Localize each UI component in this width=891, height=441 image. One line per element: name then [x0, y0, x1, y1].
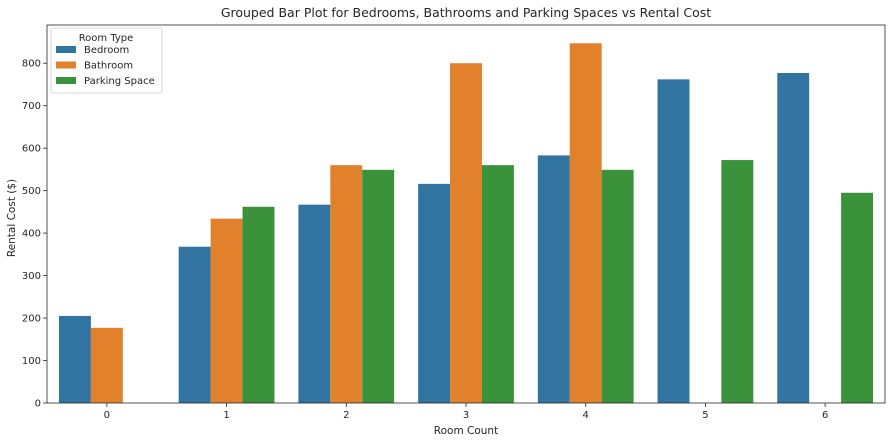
x-tick-label: 6	[822, 410, 828, 421]
chart-title: Grouped Bar Plot for Bedrooms, Bathrooms…	[221, 5, 711, 20]
x-tick-label: 5	[702, 410, 708, 421]
y-tick-label: 400	[22, 229, 41, 240]
legend-label-bedroom: Bedroom	[84, 45, 129, 56]
legend: Room Type Bedroom Bathroom Parking Space	[50, 27, 163, 94]
bars-group	[58, 43, 874, 404]
y-tick-label: 100	[22, 356, 41, 367]
y-tick-label: 700	[22, 101, 41, 112]
y-tick-label: 0	[35, 399, 41, 410]
bar-parking-space-6	[841, 192, 874, 403]
legend-swatch-bedroom	[56, 46, 76, 53]
bar-parking-space-5	[721, 160, 754, 403]
y-tick-label: 200	[22, 314, 41, 325]
bar-bedroom-5	[657, 79, 690, 403]
bar-bathroom-1	[210, 218, 243, 403]
plot-frame	[46, 24, 886, 404]
x-tick-label: 3	[463, 410, 469, 421]
bar-bathroom-3	[450, 63, 482, 403]
bar-bedroom-2	[298, 204, 331, 403]
x-tick-label: 2	[343, 410, 349, 421]
bar-bathroom-4	[569, 43, 602, 404]
bar-parking-space-2	[362, 169, 395, 403]
bar-bedroom-4	[537, 155, 570, 403]
y-axis-ticks: 0 100 200 300 400 500 600 700 800	[22, 59, 47, 410]
y-tick-label: 300	[22, 271, 41, 282]
legend-items: Bedroom Bathroom Parking Space	[56, 45, 155, 87]
y-tick-label: 600	[22, 144, 41, 155]
bar-bedroom-3	[418, 183, 451, 403]
bar-bedroom-0	[58, 315, 91, 403]
legend-box	[50, 27, 163, 94]
bar-bedroom-1	[178, 246, 211, 403]
bar-parking-space-4	[601, 169, 634, 403]
y-tick-label: 800	[22, 59, 41, 70]
x-tick-label: 1	[223, 410, 229, 421]
x-tick-label: 0	[104, 410, 110, 421]
legend-label-bathroom: Bathroom	[84, 61, 133, 72]
y-tick-label: 500	[22, 186, 41, 197]
bar-bedroom-6	[777, 72, 810, 403]
legend-swatch-parking-space	[56, 77, 76, 84]
bar-bathroom-0	[90, 327, 123, 403]
bar-bathroom-2	[330, 165, 363, 403]
x-tick-label: 4	[583, 410, 589, 421]
legend-swatch-bathroom	[56, 61, 76, 69]
bar-parking-space-1	[242, 206, 275, 403]
legend-title: Room Type	[79, 33, 134, 44]
bar-parking-space-3	[481, 165, 514, 403]
x-axis-ticks: 0 1 2 3 4 5 6	[104, 403, 828, 421]
y-axis-title: Rental Cost ($)	[6, 179, 18, 257]
legend-label-parking-space: Parking Space	[84, 76, 155, 87]
x-axis-title: Room Count	[434, 425, 498, 437]
